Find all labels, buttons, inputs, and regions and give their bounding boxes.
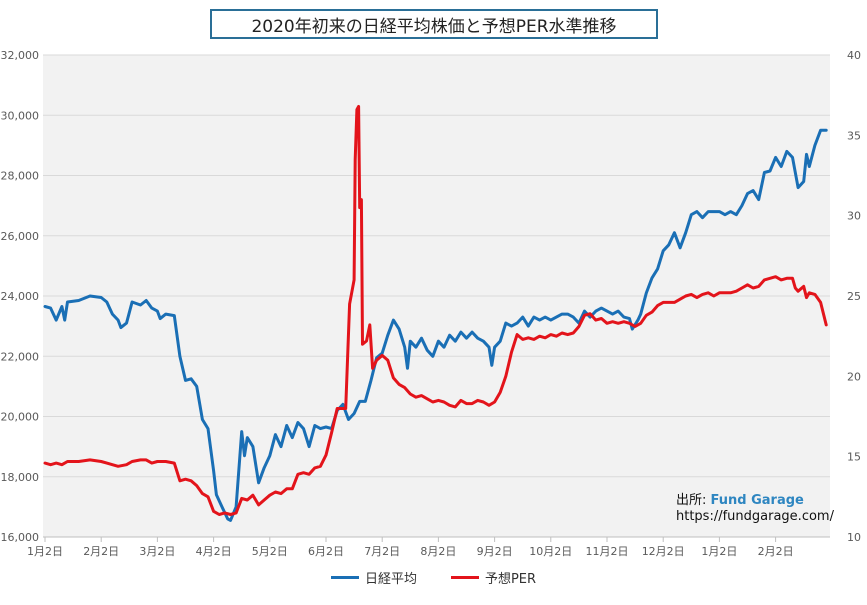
x-tick-label: 5月2日: [252, 545, 288, 558]
legend-label-per: 予想PER: [484, 572, 537, 587]
y-left-tick-label: 20,000: [1, 411, 40, 424]
source-url: https://fundgarage.com/: [676, 509, 834, 524]
legend-item-per: 予想PER: [450, 568, 537, 587]
y-axis-right: 10 15 20 25 30 35 40: [847, 49, 861, 544]
x-tick-label: 1月2日: [701, 545, 737, 558]
x-tick-label: 8月2日: [420, 545, 456, 558]
x-tick-label: 3月2日: [139, 545, 175, 558]
y-left-tick-label: 32,000: [1, 49, 40, 62]
legend-swatch-nikkei: [330, 576, 359, 579]
series-line-nikkei: [43, 128, 828, 522]
legend-swatch-per: [450, 576, 479, 579]
y-left-tick-label: 28,000: [1, 170, 40, 183]
x-axis: 1月2日 2月2日 3月2日 4月2日 5月2日 6月2日 7月2日 8月2日 9月2日 10月2…: [27, 536, 830, 558]
y-right-tick-label: 20: [847, 370, 861, 383]
chart-title: 2020年初来の日経平均株価と予想PER水準推移: [210, 9, 658, 39]
legend-item-nikkei: 日経平均: [330, 568, 417, 587]
legend: 日経平均 予想PER: [0, 568, 867, 587]
y-right-tick-label: 10: [847, 531, 861, 544]
y-left-tick-label: 18,000: [1, 471, 40, 484]
series-lines: [43, 104, 828, 522]
x-tick-label: 6月2日: [308, 545, 344, 558]
source-prefix: 出所:: [676, 493, 707, 508]
series-line-per: [43, 104, 828, 516]
x-tick-label: 12月2日: [642, 545, 685, 558]
y-left-tick-label: 22,000: [1, 350, 40, 363]
x-tick-label: 2月2日: [758, 545, 794, 558]
x-tick-label: 10月2日: [529, 545, 572, 558]
y-right-tick-label: 35: [847, 129, 861, 142]
source-label: 出所: Fund Garage: [676, 489, 804, 508]
x-tick-label: 9月2日: [477, 545, 513, 558]
legend-label-nikkei: 日経平均: [364, 572, 417, 587]
y-left-tick-label: 26,000: [1, 230, 40, 243]
y-left-tick-label: 24,000: [1, 290, 40, 303]
x-tick-label: 4月2日: [196, 545, 232, 558]
y-left-tick-label: 16,000: [1, 531, 40, 544]
y-left-tick-label: 30,000: [1, 109, 40, 122]
x-tick-label: 2月2日: [83, 545, 119, 558]
y-right-tick-label: 30: [847, 210, 861, 223]
x-tick-label: 11月2日: [586, 545, 629, 558]
y-axis-left: 16,000 18,000 20,000 22,000 24,000 26,000 28,0…: [1, 49, 40, 544]
y-right-tick-label: 15: [847, 451, 861, 464]
source-brand: Fund Garage: [710, 493, 804, 508]
x-tick-label: 7月2日: [364, 545, 400, 558]
y-right-tick-label: 25: [847, 290, 861, 303]
y-right-tick-label: 40: [847, 49, 861, 62]
x-tick-label: 1月2日: [27, 545, 63, 558]
